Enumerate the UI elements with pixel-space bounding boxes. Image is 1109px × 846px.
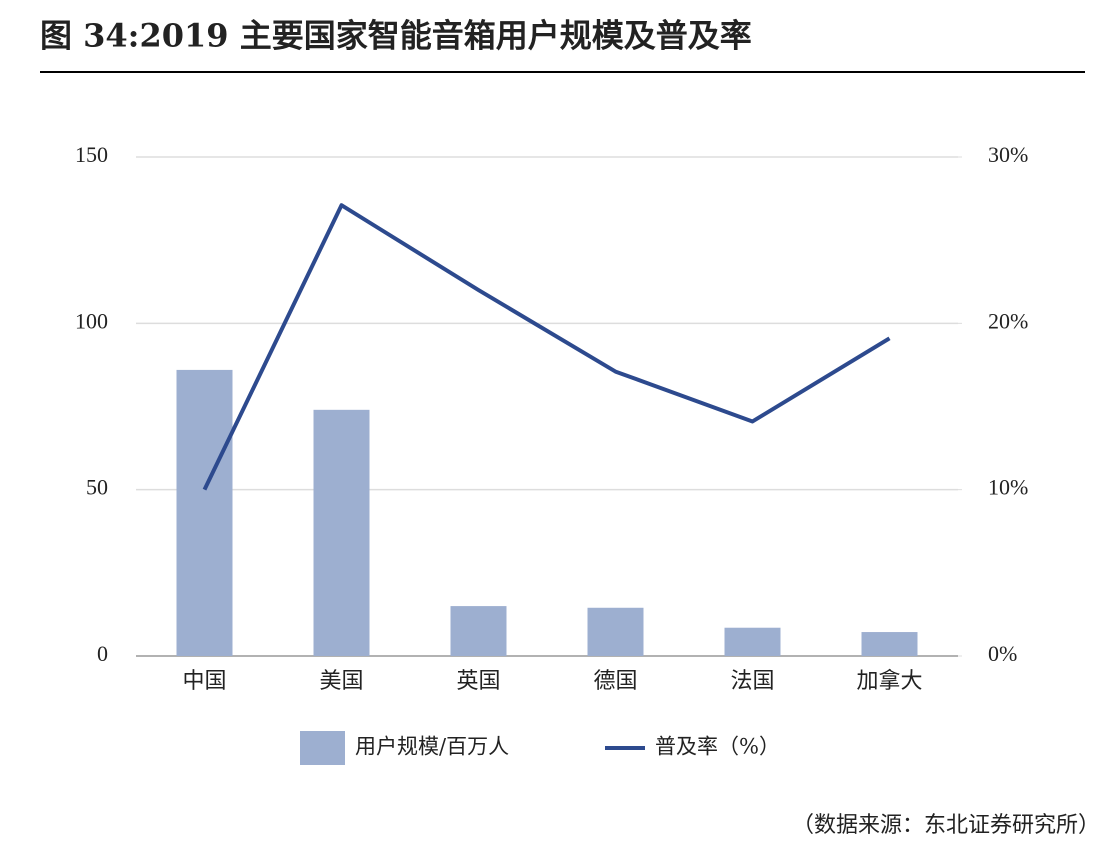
y-tick-label: 100 bbox=[75, 308, 108, 333]
bar bbox=[313, 409, 370, 656]
x-tick-label: 法国 bbox=[730, 669, 774, 694]
bar bbox=[724, 627, 781, 656]
legend-label: 普及率（%） bbox=[655, 735, 780, 759]
y2-tick-label: 20% bbox=[988, 308, 1028, 333]
x-tick-label: 中国 bbox=[182, 669, 226, 694]
legend-swatch bbox=[300, 731, 345, 765]
legend-label: 用户规模/百万人 bbox=[355, 735, 509, 759]
line bbox=[202, 203, 891, 491]
y2-tick-label: 0% bbox=[988, 641, 1017, 666]
bar bbox=[587, 607, 644, 656]
bar bbox=[176, 369, 233, 656]
y-tick-label: 0 bbox=[97, 641, 108, 666]
x-tick-label: 英国 bbox=[456, 669, 500, 694]
y2-tick-label: 10% bbox=[988, 475, 1028, 500]
chart-title: 图 34:2019 主要国家智能音箱用户规模及普及率 bbox=[40, 17, 752, 55]
y-tick-label: 50 bbox=[86, 475, 108, 500]
y2-tick-label: 30% bbox=[988, 142, 1028, 167]
bar bbox=[861, 632, 918, 656]
source-note: （数据来源：东北证券研究所） bbox=[792, 813, 1100, 838]
y-tick-label: 150 bbox=[75, 142, 108, 167]
bar bbox=[450, 606, 507, 656]
x-tick-label: 美国 bbox=[319, 669, 363, 694]
x-tick-label: 加拿大 bbox=[856, 668, 922, 694]
x-tick-label: 德国 bbox=[593, 669, 637, 694]
